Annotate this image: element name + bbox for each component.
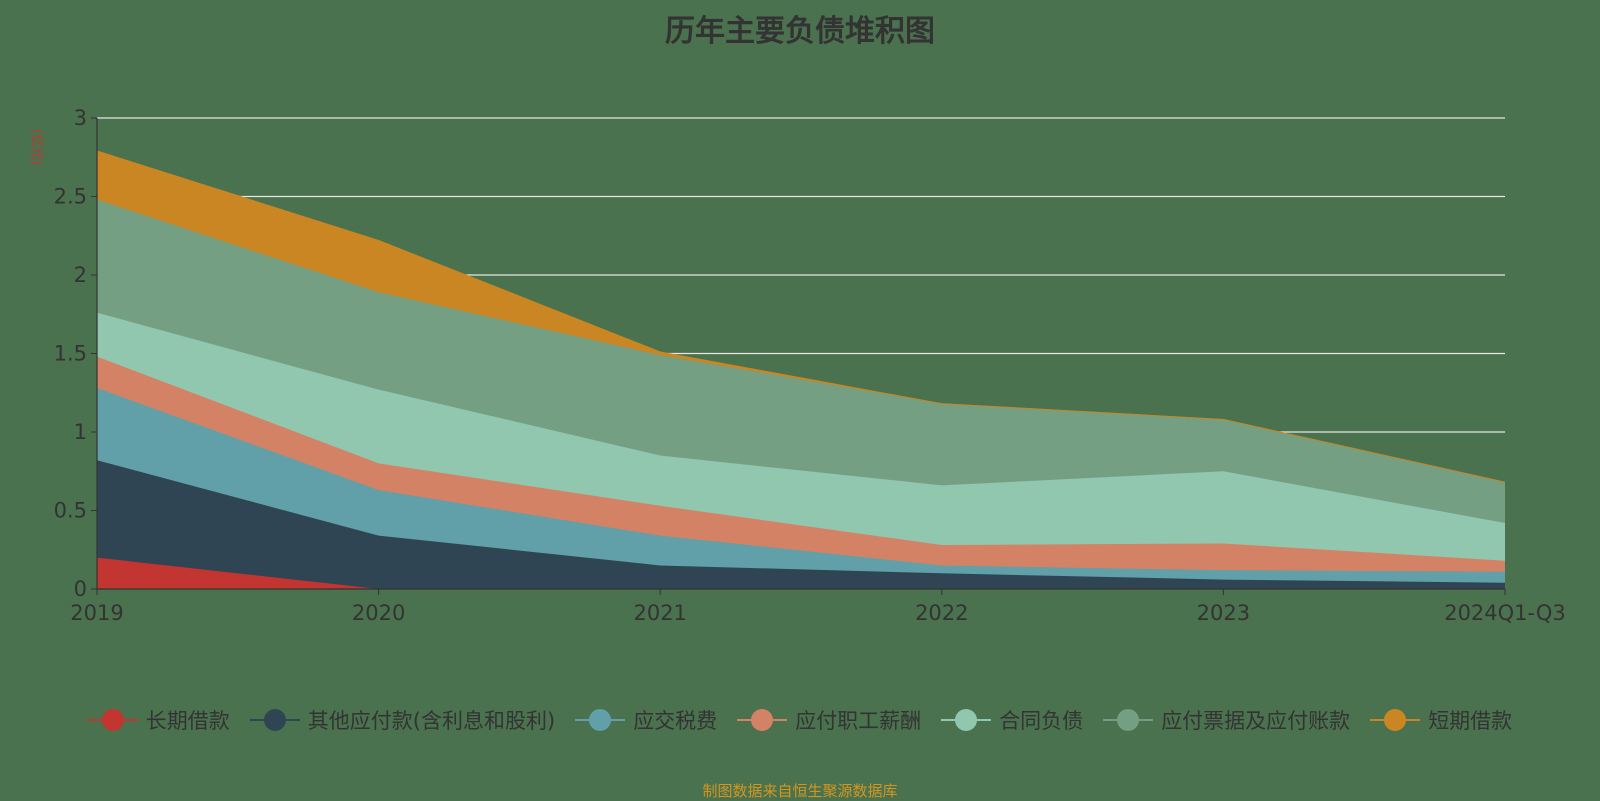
legend-label: 合同负债	[999, 709, 1084, 733]
series-line-6	[96, 150, 1506, 483]
y-tick-label: 2.5	[54, 185, 87, 209]
y-tick-label: 2	[74, 263, 87, 287]
legend-label: 短期借款	[1428, 709, 1513, 733]
legend-marker-icon	[575, 709, 626, 731]
y-axis-unit-label: (亿元)	[29, 129, 44, 165]
y-tick-label: 1.5	[54, 342, 87, 366]
legend-label: 应付票据及应付账款	[1161, 709, 1351, 733]
svg-text:(亿元): (亿元)	[29, 129, 44, 165]
legend-marker-icon	[87, 709, 138, 731]
area-3	[97, 356, 1505, 572]
area-chart: 0 0.5 1 1.5 2 2.5 3 2019 2020 2021 2022 2023 2024Q1-…	[54, 106, 1566, 625]
y-tick-label: 0	[74, 577, 87, 601]
legend-item[interactable]: 短期借款	[1370, 705, 1512, 735]
legend-item[interactable]: 长期借款	[87, 705, 230, 735]
area-0	[97, 557, 1505, 589]
legend-marker-icon	[1370, 709, 1421, 731]
y-tick-label: 0.5	[54, 499, 87, 523]
y-tick-label: 1	[74, 420, 87, 444]
legend-item[interactable]: 应付票据及应付账款	[1103, 705, 1350, 735]
x-tick-label: 2021	[633, 601, 686, 625]
legend-label: 长期借款	[145, 709, 230, 733]
x-tick-label: 2024Q1-Q3	[1444, 601, 1566, 625]
x-tick-label: 2023	[1197, 601, 1250, 625]
legend-label: 应交税费	[633, 709, 718, 733]
legend-label: 应付职工薪酬	[795, 709, 922, 733]
legend-marker-icon	[941, 709, 992, 731]
y-tick-label: 3	[74, 106, 87, 130]
chart-title: 历年主要负债堆积图	[665, 14, 935, 49]
legend-item[interactable]: 应付职工薪酬	[737, 705, 921, 735]
legend-marker-icon	[1103, 709, 1154, 731]
legend: 长期借款 其他应付款(含利息和股利) 应交税费 应付职工薪酬 合同负债 应付票据及应付账款…	[0, 705, 1600, 735]
legend-label: 其他应付款(含利息和股利)	[307, 709, 556, 733]
legend-item[interactable]: 其他应付款(含利息和股利)	[249, 705, 556, 735]
legend-item[interactable]: 应交税费	[575, 705, 717, 735]
legend-item[interactable]: 合同负债	[941, 705, 1083, 735]
x-tick-label: 2022	[915, 601, 968, 625]
area-1	[97, 460, 1505, 589]
legend-marker-icon	[737, 709, 788, 731]
legend-marker-icon	[249, 709, 300, 731]
area-4	[97, 312, 1505, 561]
x-tick-label: 2019	[70, 601, 123, 625]
area-5	[97, 199, 1505, 524]
x-tick-label: 2020	[352, 601, 405, 625]
source-footer: 制图数据来自恒生聚源数据库	[702, 782, 898, 800]
area-2	[97, 388, 1505, 583]
